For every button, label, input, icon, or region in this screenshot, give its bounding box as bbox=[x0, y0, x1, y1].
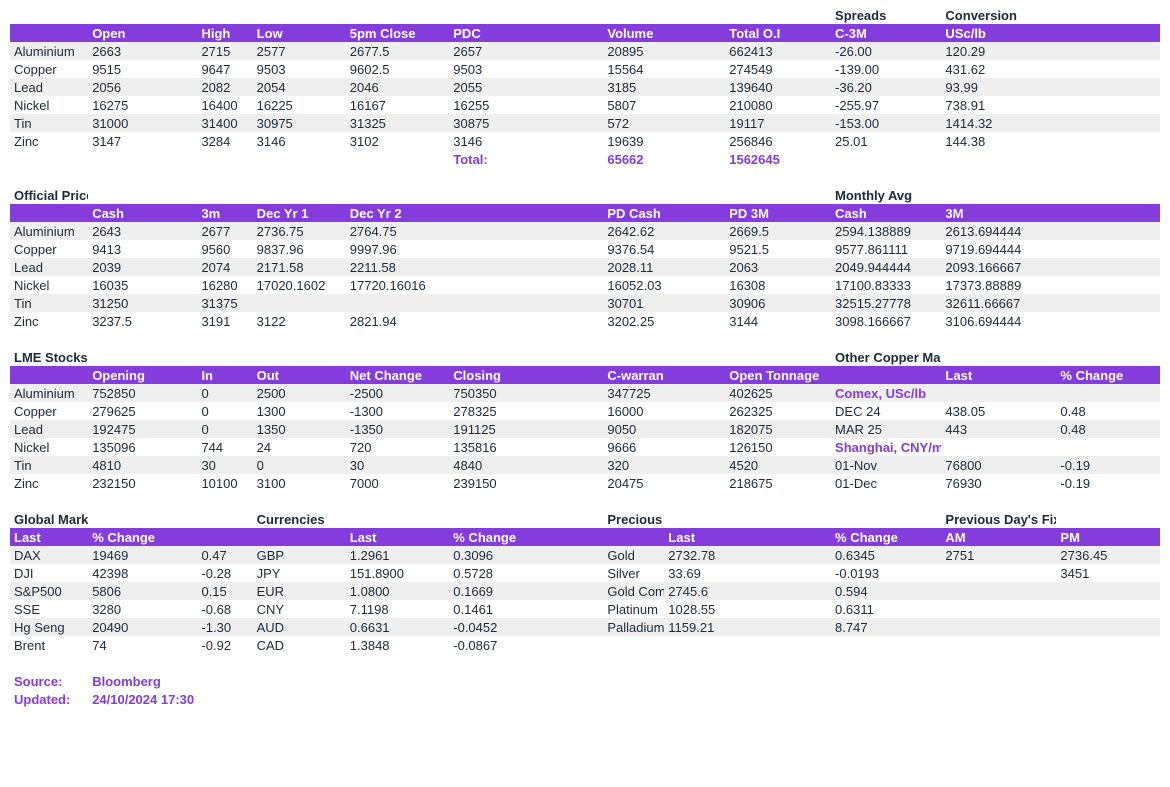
market-report-table: SpreadsConversionOpenHighLow5pm ClosePDC… bbox=[10, 6, 1160, 708]
updated-label: Updated: bbox=[10, 690, 88, 708]
source-value: Bloomberg bbox=[88, 672, 1160, 690]
updated-value: 24/10/2024 17:30 bbox=[88, 690, 1160, 708]
source-label: Source: bbox=[10, 672, 88, 690]
